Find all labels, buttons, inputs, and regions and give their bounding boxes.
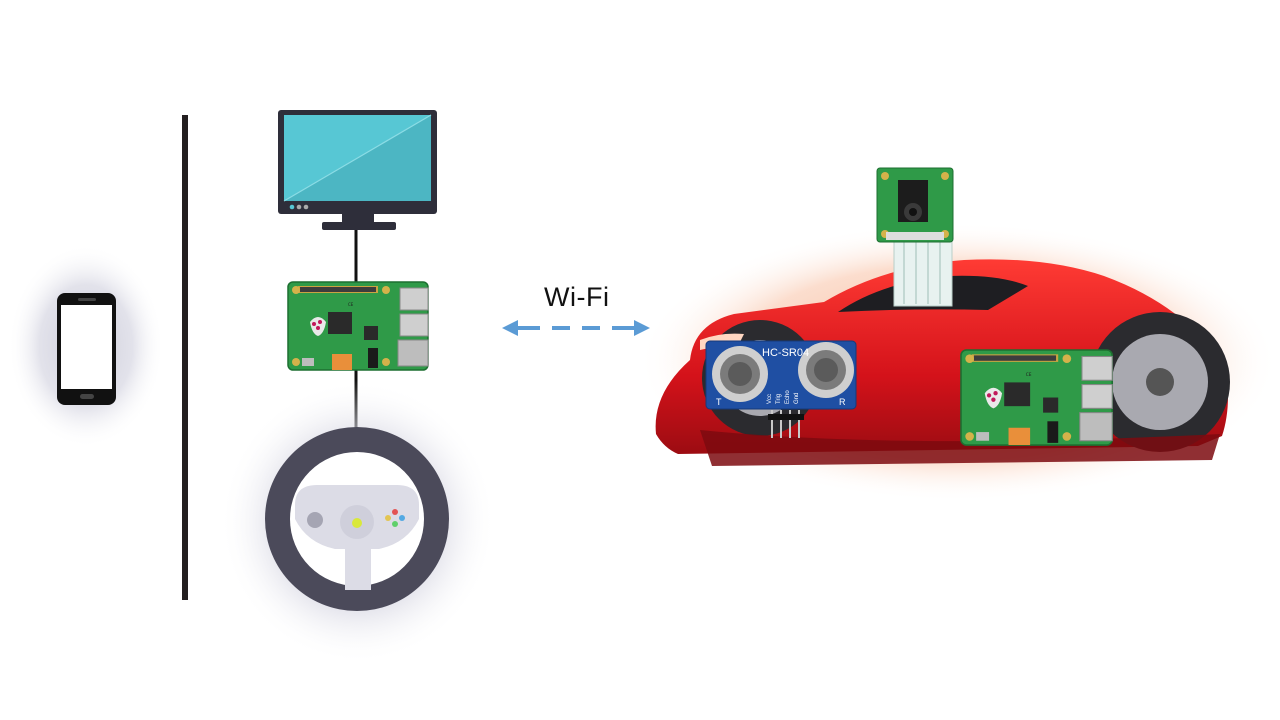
- sensor-r-label: R: [839, 397, 846, 407]
- pin-echo-label: Echo: [785, 390, 791, 404]
- pin-vcc-label: Vcc: [767, 394, 773, 404]
- phone-home-button: [80, 394, 94, 399]
- car-raspberry-pi: [960, 349, 1114, 446]
- monitor-icon: [278, 110, 437, 230]
- divider-line: [182, 115, 188, 600]
- controller-raspberry-pi: [287, 281, 429, 371]
- ultrasonic-sensor: HC-SR04 T R Vcc Trig Echo Gnd: [705, 340, 857, 438]
- pin-trig-label: Trig: [776, 394, 782, 404]
- wifi-arrow: [502, 320, 650, 336]
- phone-device: [8, 244, 164, 448]
- wifi-label: Wi-Fi: [544, 282, 610, 312]
- steering-wheel-icon: [220, 380, 496, 664]
- phone-screen: [61, 305, 112, 389]
- camera-module: [876, 167, 954, 307]
- sensor-t-label: T: [716, 397, 722, 407]
- pin-gnd-label: Gnd: [794, 393, 800, 404]
- sensor-model-label: HC-SR04: [762, 347, 809, 359]
